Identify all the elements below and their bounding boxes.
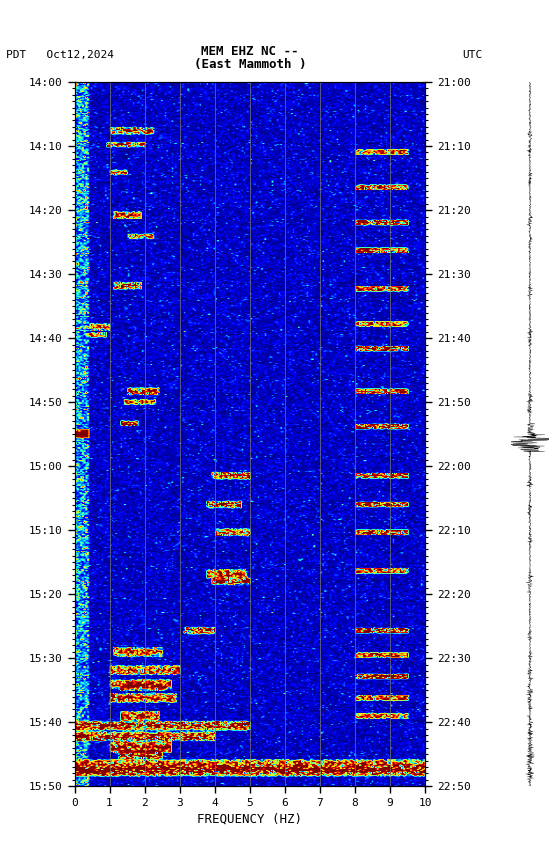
- Text: (East Mammoth ): (East Mammoth ): [194, 58, 306, 71]
- Text: MEM EHZ NC --: MEM EHZ NC --: [201, 45, 299, 58]
- X-axis label: FREQUENCY (HZ): FREQUENCY (HZ): [197, 812, 302, 825]
- Text: UTC: UTC: [462, 50, 482, 60]
- Text: PDT   Oct12,2024: PDT Oct12,2024: [6, 50, 114, 60]
